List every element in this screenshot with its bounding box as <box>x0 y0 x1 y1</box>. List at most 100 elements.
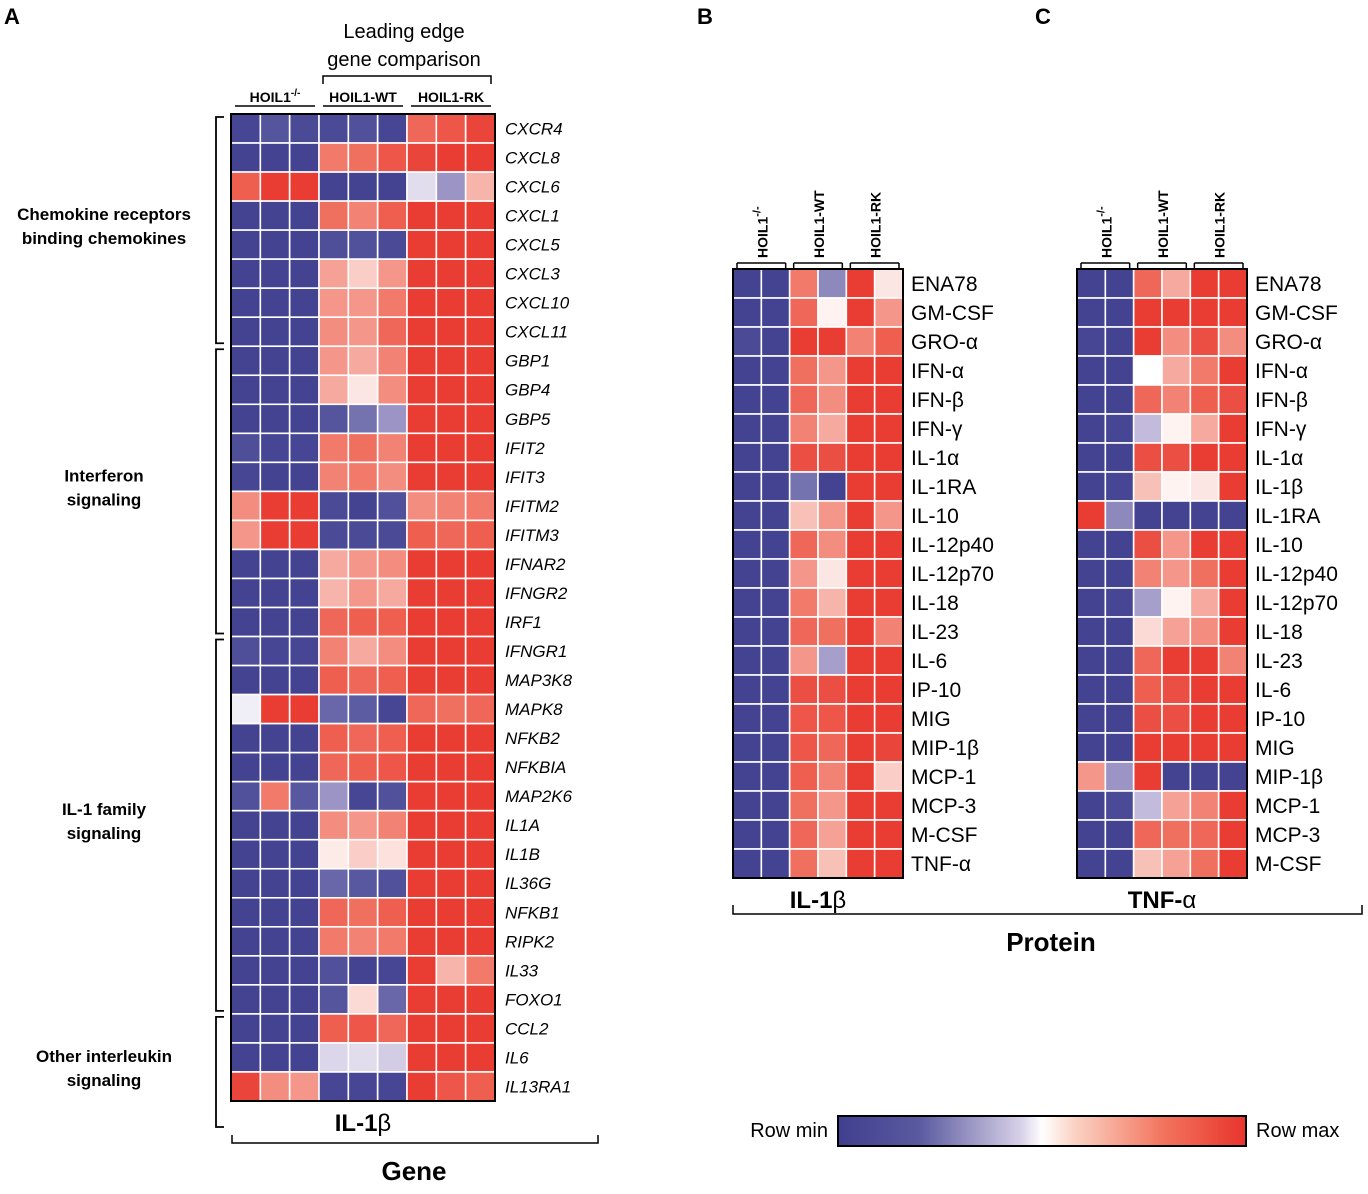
heatmap-cell <box>318 693 350 725</box>
row-label: IL1A <box>505 816 540 835</box>
heatmap-cell <box>788 500 819 531</box>
row-label: IL-1α <box>911 447 959 470</box>
stimulus-label: IL-1β <box>790 887 846 914</box>
heatmap-cell <box>732 587 763 618</box>
heatmap-cell <box>788 297 819 328</box>
heatmap-cell <box>788 529 819 560</box>
legend-min-label: Row min <box>750 1120 828 1142</box>
heatmap-cell <box>464 461 496 493</box>
heatmap-cell <box>230 896 262 928</box>
heatmap-cell <box>435 780 467 812</box>
heatmap-cell <box>318 345 350 377</box>
heatmap-cell <box>230 955 262 986</box>
row-label: MAP2K6 <box>505 787 573 806</box>
heatmap-cell <box>1076 703 1107 734</box>
heatmap-cell <box>376 258 408 289</box>
heatmap-cell <box>464 374 496 406</box>
heatmap-cell <box>347 577 379 609</box>
heatmap-cell <box>760 442 791 473</box>
heatmap-cell <box>1104 732 1135 763</box>
heatmap-cell <box>435 229 467 260</box>
heatmap-cell <box>406 838 438 870</box>
heatmap-cell <box>1217 297 1248 328</box>
heatmap-cell <box>1217 674 1248 705</box>
heatmap-cell <box>406 200 438 231</box>
heatmap-cell <box>1132 500 1163 531</box>
heatmap-cell <box>318 1071 350 1102</box>
heatmap-cell <box>376 490 408 522</box>
heatmap-cell <box>230 316 262 348</box>
heatmap-cell <box>406 258 438 289</box>
heatmap-cell <box>318 606 350 638</box>
heatmap-cell <box>873 732 904 763</box>
heatmap-cell <box>347 780 379 812</box>
heatmap-cell <box>259 171 291 202</box>
heatmap-cell <box>1189 326 1220 357</box>
heatmap-cell <box>732 674 763 705</box>
heatmap-cell <box>1189 616 1220 647</box>
heatmap-cell <box>259 1013 291 1044</box>
heatmap-cell <box>760 297 791 328</box>
heatmap-cell <box>1217 413 1248 444</box>
heatmap-cell <box>376 519 408 551</box>
row-label: IL-23 <box>911 621 959 644</box>
heatmap-cell <box>1132 790 1163 821</box>
heatmap-cell <box>1217 761 1248 792</box>
heatmap-cell <box>435 113 467 144</box>
heatmap-cell <box>347 229 379 260</box>
heatmap-cell <box>318 490 350 522</box>
heatmap-cell <box>817 587 848 618</box>
heatmap-cell <box>318 1013 350 1044</box>
heatmap-cell <box>347 142 379 173</box>
heatmap-cell <box>288 287 320 319</box>
heatmap-cell <box>318 548 350 580</box>
heatmap-cell <box>376 722 408 754</box>
heatmap-cell <box>1132 355 1163 386</box>
row-label: IFN-β <box>911 389 964 412</box>
heatmap-cell <box>259 258 291 289</box>
heatmap-cell <box>1161 413 1192 444</box>
heatmap-cell <box>1161 790 1192 821</box>
heatmap-cell <box>788 558 819 589</box>
row-label: GRO-α <box>911 331 978 354</box>
heatmap-cell <box>873 442 904 473</box>
heatmap-cell <box>817 790 848 821</box>
heatmap-cell <box>1132 616 1163 647</box>
heatmap-cell <box>347 984 379 1015</box>
heatmap-cell <box>1161 703 1192 734</box>
heatmap-cell <box>760 819 791 850</box>
group-label: HOIL1-RK <box>868 192 884 258</box>
row-label: RIPK2 <box>505 932 555 951</box>
heatmap-cell <box>435 171 467 202</box>
heatmap-cell <box>259 1042 291 1073</box>
heatmap-cell <box>732 297 763 328</box>
heatmap-cell <box>1076 558 1107 589</box>
heatmap-cell <box>230 229 262 260</box>
heatmap-cell <box>788 848 819 879</box>
heatmap-cell <box>318 1042 350 1073</box>
row-label: IL-23 <box>1255 650 1303 673</box>
heatmap-cell <box>1161 268 1192 299</box>
heatmap-cell <box>406 867 438 899</box>
heatmap-cell <box>318 287 350 319</box>
heatmap-cell <box>732 790 763 821</box>
category-label: IL-1 family <box>62 800 147 819</box>
row-label: IL6 <box>505 1048 529 1067</box>
heatmap-cell <box>347 1013 379 1044</box>
heatmap-cell <box>817 645 848 676</box>
row-label: NFKB1 <box>505 903 560 922</box>
heatmap-cell <box>1104 587 1135 618</box>
heatmap-cell <box>1217 500 1248 531</box>
heatmap-cell <box>760 645 791 676</box>
category-label: Other interleukin <box>36 1047 172 1066</box>
heatmap-cell <box>259 287 291 319</box>
heatmap-cell <box>288 955 320 986</box>
heatmap-cell <box>817 471 848 502</box>
heatmap-cell <box>845 645 876 676</box>
heatmap-cell <box>845 761 876 792</box>
heatmap-cell <box>406 490 438 522</box>
heatmap-cell <box>376 287 408 319</box>
heatmap-cell <box>1217 558 1248 589</box>
heatmap-cell <box>288 751 320 783</box>
heatmap-cell <box>259 548 291 580</box>
